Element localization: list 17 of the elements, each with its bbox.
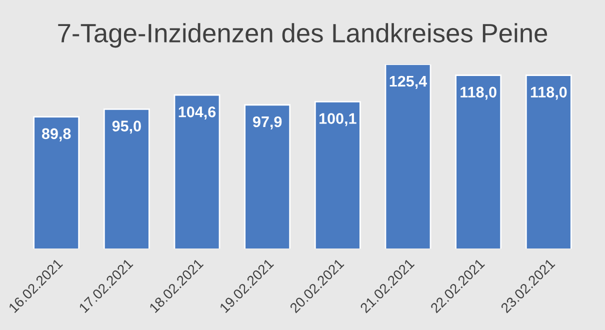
bar xyxy=(33,116,80,250)
data-label: 97,9 xyxy=(253,116,282,130)
data-label: 100,1 xyxy=(320,113,356,126)
data-label: 104,6 xyxy=(178,106,216,120)
bar xyxy=(455,74,502,250)
chart-title: 7-Tage-Inzidenzen des Landkreises Peine xyxy=(58,23,548,48)
data-label: 125,4 xyxy=(390,76,428,89)
bar xyxy=(314,100,361,250)
bar xyxy=(525,74,572,250)
bar xyxy=(174,94,220,250)
data-label: 118,0 xyxy=(530,86,567,100)
data-label: 118,0 xyxy=(460,86,496,100)
data-label: 89,8 xyxy=(42,128,71,142)
bar xyxy=(244,104,291,250)
data-label: 95,0 xyxy=(112,120,141,134)
bar xyxy=(103,108,150,250)
bar xyxy=(384,64,432,250)
